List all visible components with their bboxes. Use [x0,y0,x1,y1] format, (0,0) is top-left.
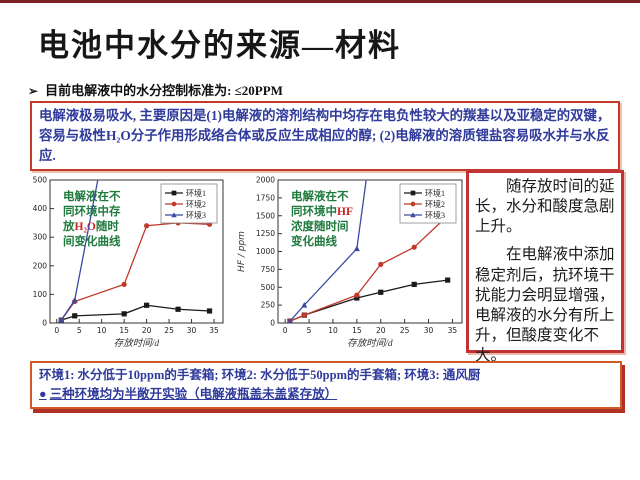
svg-text:HF / ppm: HF / ppm [237,231,247,272]
svg-text:环境1: 环境1 [186,188,206,198]
standard-bullet-line: ➢ 目前电解液中的水分控制标准为: ≤20PPM [28,80,283,99]
svg-text:30: 30 [424,326,434,335]
svg-text:放H₂O随时: 放H₂O随时 [62,219,119,233]
svg-text:300: 300 [33,233,48,242]
svg-text:电解液在不: 电解液在不 [291,189,349,203]
svg-text:环境2: 环境2 [425,199,445,209]
svg-text:250: 250 [261,301,276,310]
standard-text: 目前电解液中的水分控制标准为: ≤20PPM [45,83,283,98]
svg-text:0: 0 [42,319,47,328]
svg-text:400: 400 [33,204,48,213]
conclusion-paragraph-2: 在电解液中添加稳定剂后，抗环境干扰能力会明显增强，电解液的水分有所上升，但酸度变… [475,246,615,365]
svg-text:1250: 1250 [256,229,275,238]
conclusion-box: 随存放时间的延长，水分和酸度急剧上升。 在电解液中添加稳定剂后，抗环境干扰能力会… [466,170,624,364]
svg-text:2000: 2000 [256,176,275,185]
svg-text:500: 500 [261,283,276,292]
hf-content-chart: 0 250 500 750 1000 1250 1500 1750 2000 0 5 10 15 20 25… [236,173,472,357]
svg-text:500: 500 [33,176,48,185]
svg-text:750: 750 [261,265,276,274]
svg-text:环境3: 环境3 [186,210,206,220]
svg-text:20: 20 [376,326,386,335]
svg-text:存放时间/d: 存放时间/d [347,338,393,349]
svg-text:35: 35 [209,326,219,335]
svg-text:环境1: 环境1 [425,188,445,198]
charts-area: 0 100 200 300 400 500 0 5 10 15 20 25 30 35 存放时间/d 电解液在… [24,173,472,357]
environment-note-box: 环境1: 水分低于10ppm的手套箱; 环境2: 水分低于50ppm的手套箱; … [30,361,622,409]
svg-text:35: 35 [448,326,458,335]
svg-text:环境2: 环境2 [186,199,206,209]
top-divider [0,0,640,3]
water-content-chart: 0 100 200 300 400 500 0 5 10 15 20 25 30 35 存放时间/d 电解液在… [24,173,232,357]
svg-text:20: 20 [142,326,152,335]
svg-text:1750: 1750 [256,193,275,202]
svg-text:30: 30 [187,326,197,335]
dot-bullet-icon: ● [39,386,47,401]
svg-text:1500: 1500 [256,211,275,220]
svg-text:0: 0 [270,319,275,328]
svg-text:15: 15 [119,326,129,335]
svg-text:存放时间/d: 存放时间/d [114,338,160,349]
experiment-note: ● 三种环境均为半敞开实验（电解液瓶盖未盖紧存放） [39,385,613,404]
svg-text:0: 0 [283,326,288,335]
svg-text:25: 25 [164,326,174,335]
reason-box: 电解液极易吸水, 主要原因是(1)电解液的溶剂结构中均存在电负性较大的羰基以及亚… [30,101,620,172]
svg-text:浓度随时间: 浓度随时间 [291,219,349,233]
environment-definitions: 环境1: 水分低于10ppm的手套箱; 环境2: 水分低于50ppm的手套箱; … [39,368,481,382]
svg-text:电解液在不: 电解液在不 [63,189,121,203]
svg-text:10: 10 [328,326,338,335]
svg-text:10: 10 [97,326,107,335]
svg-text:同环境中HF: 同环境中HF [291,204,353,218]
svg-text:100: 100 [33,290,48,299]
svg-text:1000: 1000 [256,247,275,256]
page-title: 电池中水分的来源—材料 [38,28,401,63]
svg-text:5: 5 [307,326,312,335]
svg-text:25: 25 [400,326,410,335]
experiment-note-text: 三种环境均为半敞开实验（电解液瓶盖未盖紧存放） [49,386,338,401]
svg-text:0: 0 [54,326,59,335]
reason-text: 电解液极易吸水, 主要原因是(1)电解液的溶剂结构中均存在电负性较大的羰基以及亚… [39,108,611,164]
svg-text:环境3: 环境3 [425,210,445,220]
svg-text:间变化曲线: 间变化曲线 [63,234,121,248]
svg-text:15: 15 [352,326,362,335]
arrow-bullet-icon: ➢ [28,84,39,98]
svg-text:5: 5 [77,326,82,335]
svg-text:变化曲线: 变化曲线 [291,234,337,248]
conclusion-paragraph-1: 随存放时间的延长，水分和酸度急剧上升。 [475,178,615,236]
svg-text:200: 200 [33,261,48,270]
